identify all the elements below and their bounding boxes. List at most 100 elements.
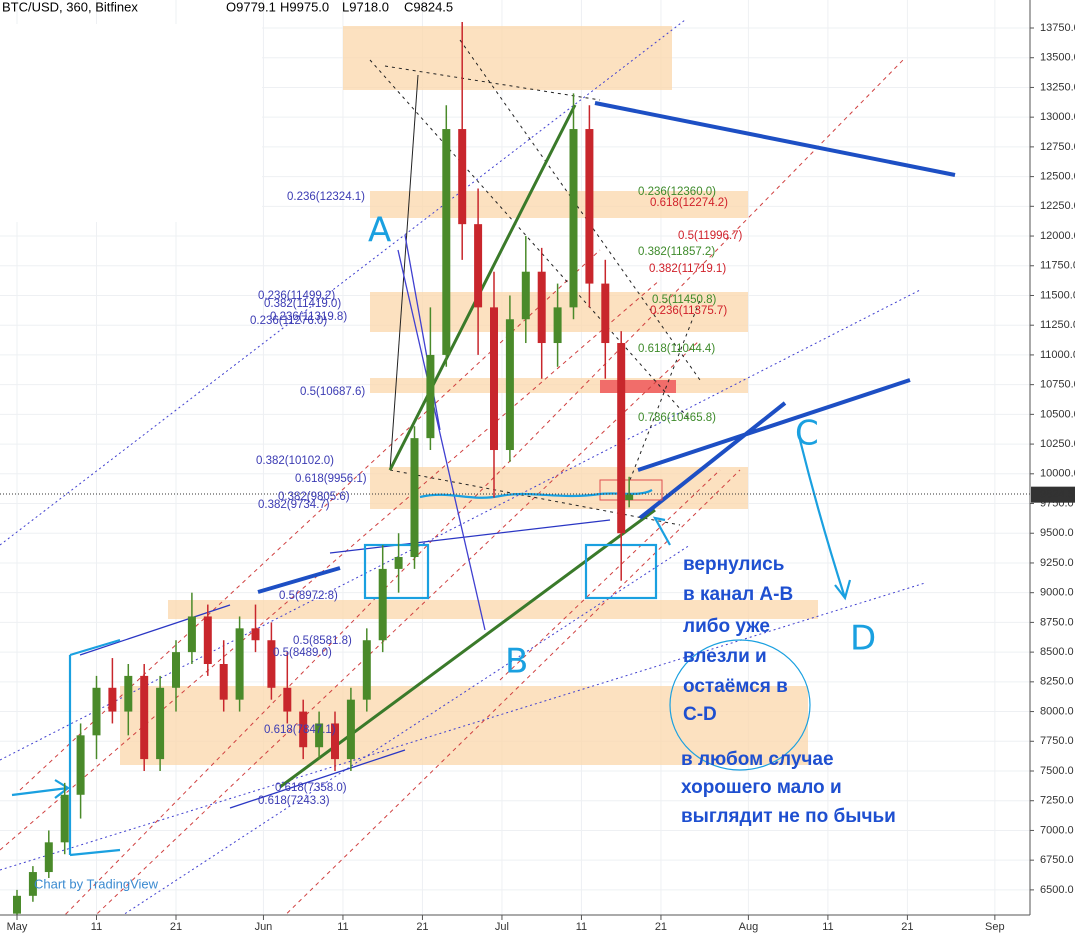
note-line: остаёмся в <box>683 676 788 697</box>
candle-body <box>219 664 228 700</box>
x-tick-label: Sep <box>985 921 1005 933</box>
candle-body <box>362 640 371 700</box>
y-tick-label: 13000.0 <box>1040 111 1075 123</box>
candle-body <box>299 711 308 748</box>
last-price-label: 9824.5 <box>1040 489 1074 501</box>
note-line: в канал A-B <box>683 584 793 605</box>
fib-label: 0.382(11719.1) <box>649 263 726 275</box>
candle-body <box>267 640 276 688</box>
y-tick-label: 10250.0 <box>1040 438 1075 450</box>
candle-body <box>474 224 483 308</box>
hand-letter: D <box>850 619 876 659</box>
fib-label: 0.618(11044.4) <box>638 343 715 355</box>
chart-title: BTC/USD, 360, Bitfinex <box>2 0 138 14</box>
fib-label: 0.236(12360.0) <box>638 186 716 198</box>
candle-body <box>442 129 451 355</box>
note-line: вернулись <box>683 554 784 575</box>
x-tick-label: Jun <box>255 921 273 933</box>
candle-body <box>315 723 324 748</box>
candle-body <box>537 271 546 344</box>
candle-body <box>283 687 292 712</box>
candle-body <box>569 129 578 308</box>
price-axis <box>1030 0 1075 915</box>
arrow <box>652 439 852 601</box>
candle-body <box>490 307 498 451</box>
fib-label: 0.382(9734.7) <box>258 499 330 511</box>
fib-label: 0.382(10102.0) <box>256 455 334 467</box>
y-tick-label: 10500.0 <box>1040 408 1075 420</box>
y-tick-label: 10000.0 <box>1040 468 1075 480</box>
y-tick-label: 7250.0 <box>1040 795 1074 807</box>
candle-body <box>172 652 180 688</box>
candle-body <box>521 271 530 320</box>
candle-body <box>410 438 419 558</box>
y-tick-label: 6750.0 <box>1040 854 1074 866</box>
channel-line <box>279 104 656 789</box>
zone <box>168 600 818 619</box>
ohlc: H9975.0 <box>280 0 329 14</box>
candle-body <box>44 842 53 873</box>
y-tick-label: 12250.0 <box>1040 200 1075 212</box>
x-tick-label: 21 <box>170 921 182 933</box>
axis: 6500.0 6750.0 7000.0 7250.0 7500.0 7750.0 8000… <box>7 22 1075 933</box>
y-tick-label: 8000.0 <box>1040 705 1074 717</box>
hand-letter: A <box>368 211 391 251</box>
y-tick-label: 11250.0 <box>1040 319 1075 331</box>
hand-letter: C <box>795 414 819 454</box>
fib-label: 0.236(11276.0) <box>250 315 327 327</box>
fib-label: 0.5(10687.6) <box>300 386 365 398</box>
fib-label: 0.5(8489.0) <box>273 647 332 659</box>
x-tick-label: 21 <box>655 921 667 933</box>
candle-body <box>625 494 634 501</box>
candle-body <box>251 628 260 641</box>
y-tick-label: 9000.0 <box>1040 587 1074 599</box>
ohlc: O9779.1 <box>226 0 276 14</box>
y-tick-label: 9250.0 <box>1040 557 1074 569</box>
cover <box>0 24 262 222</box>
fib-label: 0.236(11375.7) <box>650 305 727 317</box>
y-tick-label: 8750.0 <box>1040 616 1074 628</box>
dashed-line <box>0 57 906 931</box>
candles <box>13 22 634 920</box>
fib-label: 0.236(11499.2) <box>258 290 335 302</box>
fib-label: 0.618(7358.0) <box>275 782 347 794</box>
y-tick-label: 6500.0 <box>1040 884 1074 896</box>
y-tick-label: 7500.0 <box>1040 765 1074 777</box>
candle-body <box>76 735 85 795</box>
labels: 0.236(12324.1) 0.236(11499.2)0.382(11419.… <box>250 186 896 827</box>
last-price-box <box>1031 486 1075 503</box>
zone <box>120 686 808 765</box>
candle-body <box>346 699 355 760</box>
candle-body <box>60 794 69 843</box>
black-dashed <box>369 39 701 526</box>
y-tick-label: 10750.0 <box>1040 379 1075 391</box>
note-line: влезли и <box>683 646 767 667</box>
y-tick-label: 12500.0 <box>1040 171 1075 183</box>
y-tick-label: 13500.0 <box>1040 52 1075 64</box>
x-tick-label: 11 <box>91 921 102 933</box>
fib-label: 0.5(11996.7) <box>678 230 743 242</box>
x-tick-label: 11 <box>576 921 587 933</box>
y-tick-label: 11500.0 <box>1040 289 1075 301</box>
blue-line <box>79 519 611 809</box>
fib-label: 0.5(8972.8) <box>279 590 338 602</box>
note-line: в любом случае <box>681 749 834 770</box>
box <box>363 543 430 600</box>
y-tick-label: 13250.0 <box>1040 81 1075 93</box>
y-tick-label: 8500.0 <box>1040 646 1074 658</box>
black-line <box>389 74 419 471</box>
fib-label: 0.618(7847.1) <box>264 724 336 736</box>
ohlc: C9824.5 <box>404 0 453 14</box>
fib-label: 0.786(10465.8) <box>638 412 716 424</box>
circle <box>669 639 811 771</box>
y-tick-label: 13750.0 <box>1040 22 1075 34</box>
fib-label: 0.618(7243.3) <box>258 795 330 807</box>
y-tick-label: 9500.0 <box>1040 527 1074 539</box>
fib-label: 0.236(12324.1) <box>287 191 365 203</box>
thick-line <box>257 101 956 594</box>
y-tick-label: 11000.0 <box>1040 349 1075 361</box>
ohlc: L9718.0 <box>342 0 389 14</box>
candle-body <box>108 687 117 712</box>
y-tick-label: 7750.0 <box>1040 735 1074 747</box>
